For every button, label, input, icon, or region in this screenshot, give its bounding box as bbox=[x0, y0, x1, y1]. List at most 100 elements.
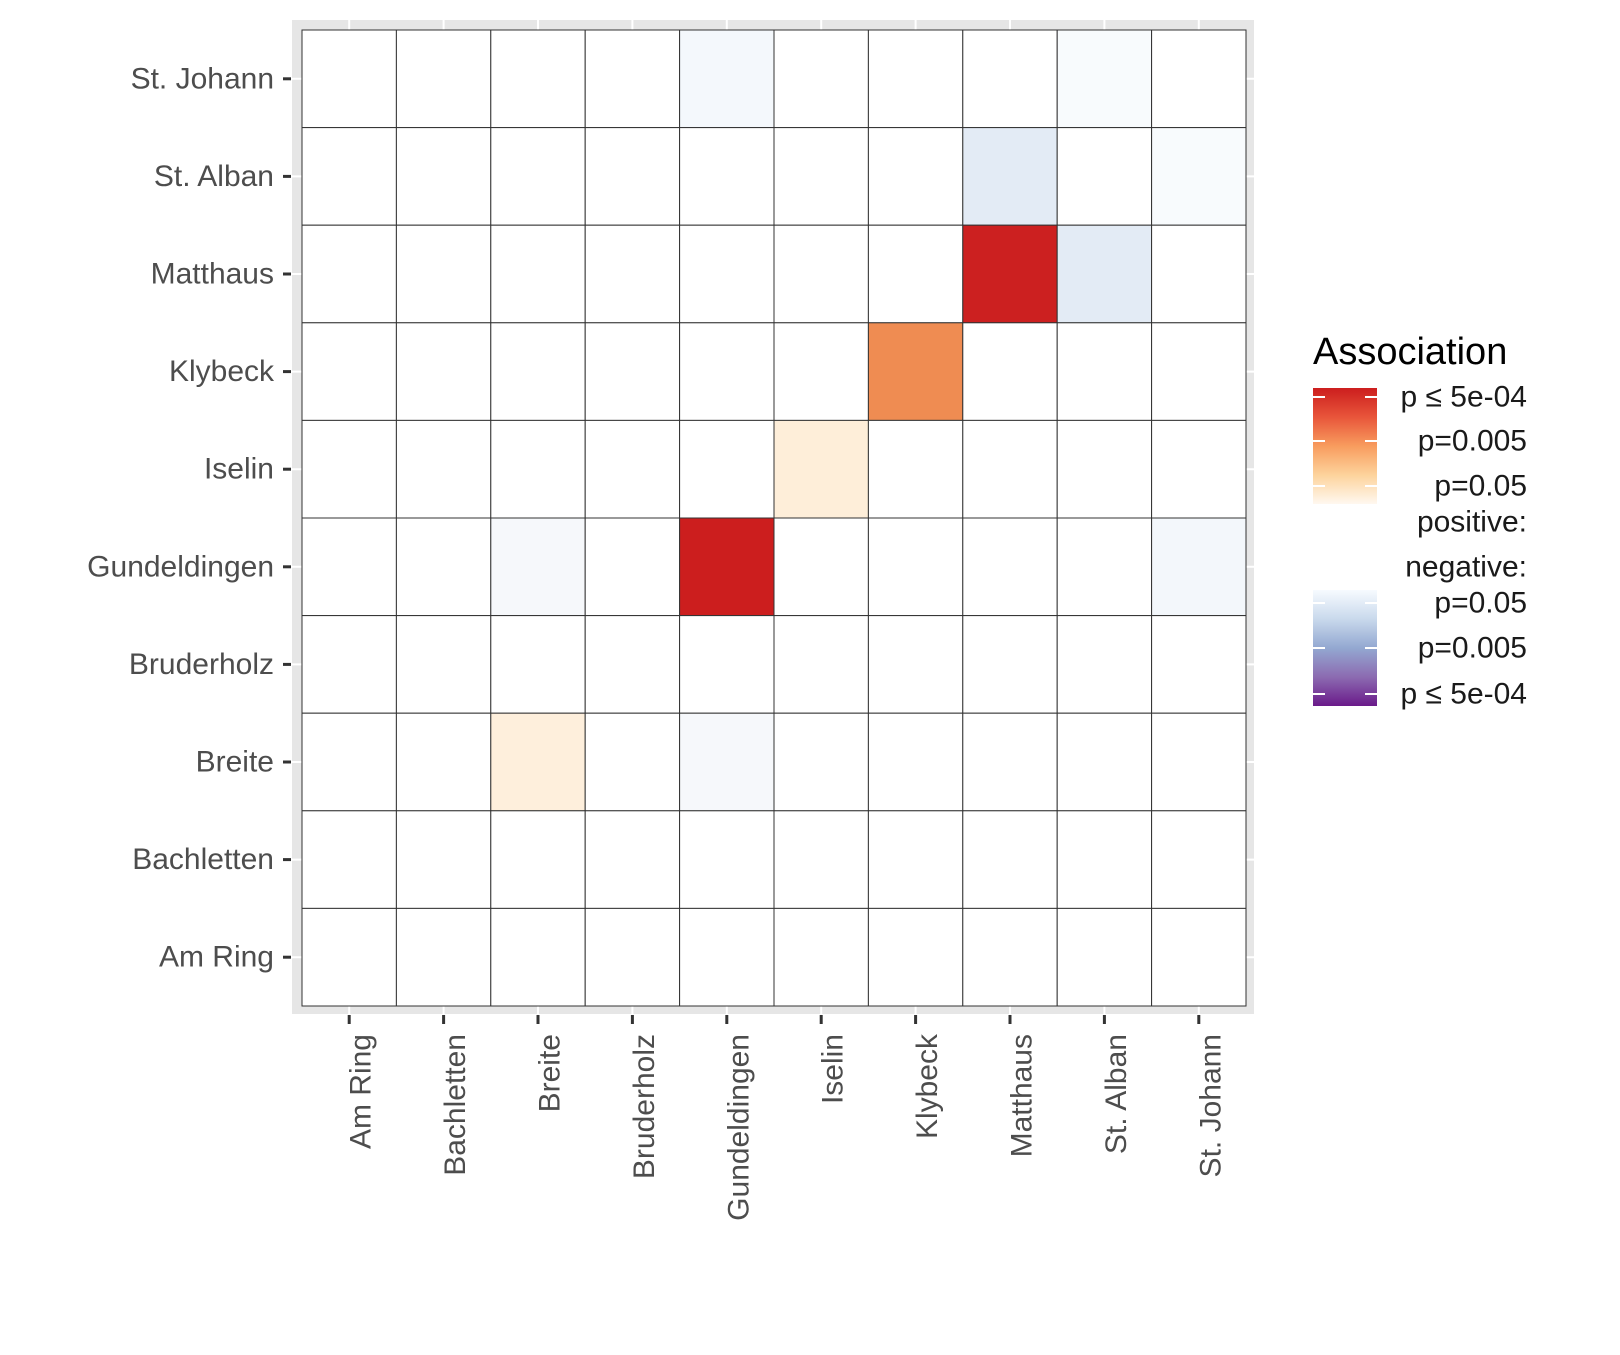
cell-st-johann-klybeck bbox=[1151, 322, 1247, 421]
cell-bruderholz-gundeldingen bbox=[584, 517, 681, 617]
cell-st-alban-gundeldingen bbox=[1056, 517, 1153, 617]
cell-am-ring-klybeck bbox=[301, 322, 397, 421]
legend-label: p=0.05 bbox=[1434, 470, 1527, 503]
cell-bruderholz-st-alban bbox=[584, 127, 681, 226]
cell-iselin-bruderholz bbox=[773, 615, 869, 714]
cell-am-ring-st-johann bbox=[301, 29, 397, 129]
cell-bruderholz-breite bbox=[584, 712, 681, 812]
legend-label: negative: bbox=[1405, 551, 1527, 584]
cell-klybeck-st-johann bbox=[867, 29, 964, 129]
cell-klybeck-matthaus bbox=[867, 224, 964, 324]
cell-gundeldingen-am-ring bbox=[679, 907, 775, 1007]
cell-gundeldingen-iselin bbox=[679, 419, 775, 519]
cell-klybeck-klybeck bbox=[867, 322, 964, 421]
x-axis: Am Ring Bachletten Breite Bruderholz Gundeld… bbox=[345, 1015, 1227, 1221]
x-tick-label: St. Alban bbox=[1100, 1034, 1133, 1154]
x-tick-label: Breite bbox=[534, 1034, 567, 1112]
cell-iselin-gundeldingen bbox=[773, 517, 869, 617]
cell-am-ring-iselin bbox=[301, 419, 397, 519]
cell-iselin-am-ring bbox=[773, 907, 869, 1007]
cell-breite-bachletten bbox=[490, 810, 586, 909]
cell-iselin-bachletten bbox=[773, 810, 869, 909]
cell-klybeck-iselin bbox=[867, 419, 964, 519]
cell-klybeck-am-ring bbox=[867, 907, 964, 1007]
cell-klybeck-breite bbox=[867, 712, 964, 812]
legend-label: p ≤ 5e-04 bbox=[1400, 381, 1527, 414]
cell-st-alban-st-alban bbox=[1056, 127, 1153, 226]
cell-bachletten-iselin bbox=[395, 419, 492, 519]
cell-gundeldingen-bruderholz bbox=[679, 615, 775, 714]
cell-bachletten-gundeldingen bbox=[395, 517, 492, 617]
cell-st-johann-st-johann bbox=[1151, 29, 1247, 129]
cell-matthaus-matthaus bbox=[962, 224, 1058, 324]
cell-bachletten-st-alban bbox=[395, 127, 492, 226]
cell-gundeldingen-st-johann bbox=[679, 29, 775, 129]
cell-matthaus-bachletten bbox=[962, 810, 1058, 909]
cell-am-ring-st-alban bbox=[301, 127, 397, 226]
cell-st-johann-breite bbox=[1151, 712, 1247, 812]
x-tick-label: Matthaus bbox=[1006, 1034, 1039, 1157]
y-tick-label: St. Johann bbox=[131, 62, 274, 95]
legend-title: Association bbox=[1313, 331, 1507, 373]
y-tick-label: Breite bbox=[196, 746, 274, 779]
y-tick-label: Matthaus bbox=[151, 258, 274, 291]
legend-label: p=0.005 bbox=[1418, 632, 1527, 665]
cell-st-johann-am-ring bbox=[1151, 907, 1247, 1007]
x-tick-label: Klybeck bbox=[911, 1033, 944, 1139]
x-tick-label: Bruderholz bbox=[628, 1034, 661, 1179]
cell-st-alban-breite bbox=[1056, 712, 1153, 812]
cell-matthaus-klybeck bbox=[962, 322, 1058, 421]
cell-st-johann-st-alban bbox=[1151, 127, 1247, 226]
cell-bachletten-bruderholz bbox=[395, 615, 492, 714]
cell-am-ring-am-ring bbox=[301, 907, 397, 1007]
cell-iselin-st-alban bbox=[773, 127, 869, 226]
cell-bruderholz-st-johann bbox=[584, 29, 681, 129]
cell-st-alban-bachletten bbox=[1056, 810, 1153, 909]
cell-am-ring-gundeldingen bbox=[301, 517, 397, 617]
cell-am-ring-breite bbox=[301, 712, 397, 812]
cell-breite-st-alban bbox=[490, 127, 586, 226]
cell-iselin-breite bbox=[773, 712, 869, 812]
cell-gundeldingen-bachletten bbox=[679, 810, 775, 909]
cell-gundeldingen-matthaus bbox=[679, 224, 775, 324]
x-tick-label: St. Johann bbox=[1194, 1034, 1227, 1177]
cell-breite-st-johann bbox=[490, 29, 586, 129]
cell-st-alban-matthaus bbox=[1056, 224, 1153, 324]
cell-breite-gundeldingen bbox=[490, 517, 586, 617]
cell-klybeck-st-alban bbox=[867, 127, 964, 226]
cell-breite-matthaus bbox=[490, 224, 586, 324]
cell-st-johann-bachletten bbox=[1151, 810, 1247, 909]
cell-bachletten-bachletten bbox=[395, 810, 492, 909]
cell-bruderholz-iselin bbox=[584, 419, 681, 519]
legend-label: p ≤ 5e-04 bbox=[1400, 678, 1527, 711]
cell-bruderholz-bruderholz bbox=[584, 615, 681, 714]
cell-klybeck-bachletten bbox=[867, 810, 964, 909]
cell-bruderholz-klybeck bbox=[584, 322, 681, 421]
legend-colorbar-positive bbox=[1313, 388, 1377, 504]
legend: Association p ≤ 5e-04 p=0.005 p=0.05positiv… bbox=[1313, 331, 1527, 711]
cell-st-johann-matthaus bbox=[1151, 224, 1247, 324]
cell-am-ring-bachletten bbox=[301, 810, 397, 909]
x-tick-label: Iselin bbox=[817, 1034, 850, 1104]
cell-bachletten-am-ring bbox=[395, 907, 492, 1007]
legend-label: positive: bbox=[1417, 506, 1527, 539]
cell-breite-am-ring bbox=[490, 907, 586, 1007]
x-tick-label: Gundeldingen bbox=[722, 1034, 755, 1221]
cell-iselin-st-johann bbox=[773, 29, 869, 129]
cell-gundeldingen-breite bbox=[679, 712, 775, 812]
cell-iselin-klybeck bbox=[773, 322, 869, 421]
cell-st-johann-bruderholz bbox=[1151, 615, 1247, 714]
cell-st-johann-iselin bbox=[1151, 419, 1247, 519]
cell-bachletten-klybeck bbox=[395, 322, 492, 421]
cell-matthaus-am-ring bbox=[962, 907, 1058, 1007]
cell-breite-bruderholz bbox=[490, 615, 586, 714]
cell-bachletten-matthaus bbox=[395, 224, 492, 324]
cell-am-ring-matthaus bbox=[301, 224, 397, 324]
cell-breite-breite bbox=[490, 712, 586, 812]
cell-klybeck-bruderholz bbox=[867, 615, 964, 714]
cell-am-ring-bruderholz bbox=[301, 615, 397, 714]
cell-st-alban-am-ring bbox=[1056, 907, 1153, 1007]
cell-gundeldingen-st-alban bbox=[679, 127, 775, 226]
